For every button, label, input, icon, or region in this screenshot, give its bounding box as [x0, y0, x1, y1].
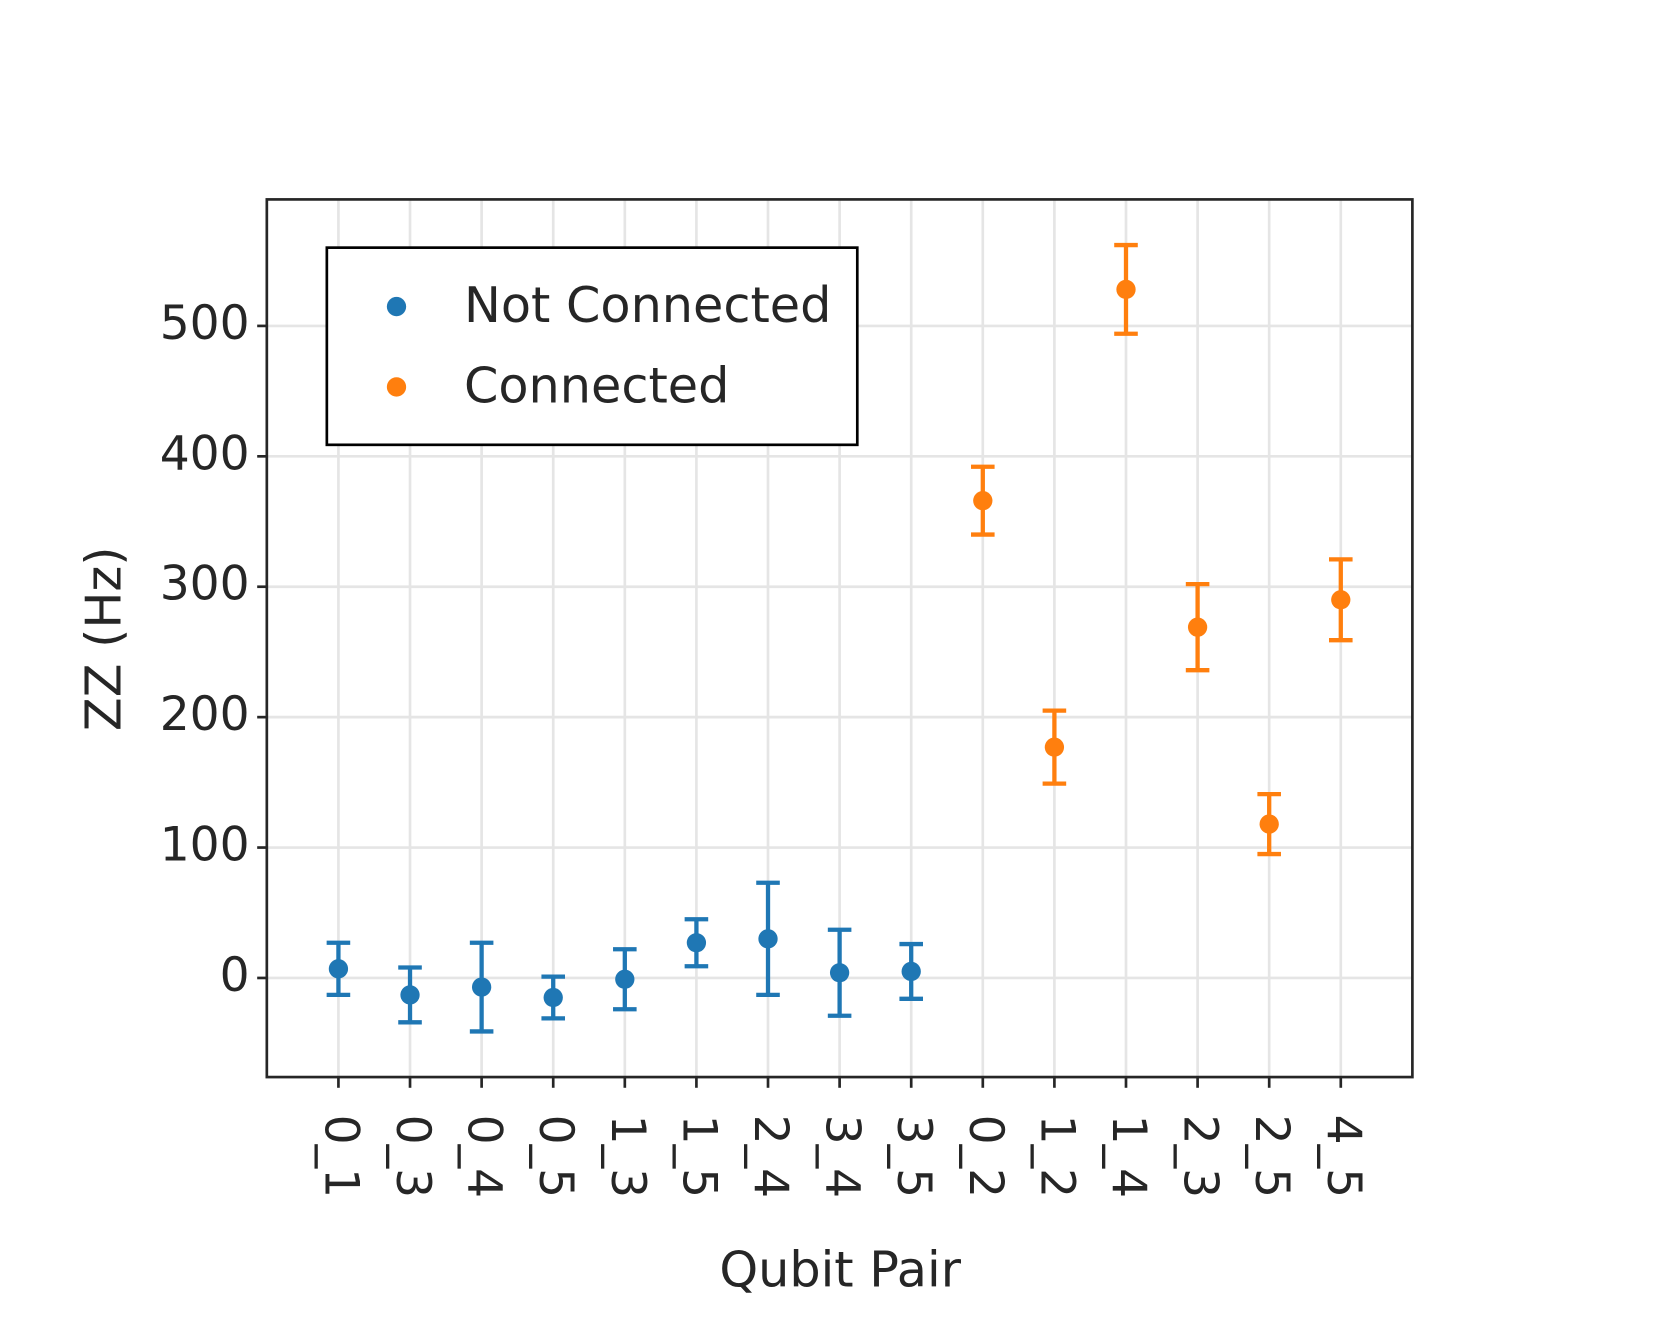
error-bar-group [541, 974, 566, 1021]
error-bar-group [899, 941, 923, 1001]
data-point [400, 985, 420, 1005]
error-bar-group [613, 947, 637, 1012]
error-bar-group [1257, 791, 1281, 857]
legend: Not Connected Connected [325, 246, 859, 447]
y-tick-label: 0 [220, 948, 250, 1003]
legend-box [325, 246, 859, 447]
x-tick-label: 2_3 [1173, 1115, 1228, 1199]
error-bar-group [1329, 557, 1353, 643]
error-bar-group [1114, 242, 1138, 336]
data-point [686, 933, 707, 953]
x-tick-label: 1_4 [1101, 1115, 1156, 1199]
x-tick-label: 1_2 [1029, 1115, 1084, 1199]
data-point [471, 977, 492, 997]
data-point [543, 987, 563, 1008]
legend-label: Not Connected [464, 276, 831, 334]
y-tick-label: 300 [160, 557, 250, 612]
data-point [1259, 814, 1279, 834]
data-point [758, 929, 778, 949]
x-tick-label: 0_5 [528, 1115, 583, 1199]
data-point [1331, 590, 1351, 610]
legend-label: Connected [464, 357, 729, 415]
data-point [829, 963, 850, 983]
x-tick-label: 0_2 [958, 1115, 1013, 1199]
x-tick-label: 3_4 [815, 1115, 870, 1199]
x-tick-label: 1_3 [600, 1115, 655, 1199]
error-bar-group [1185, 581, 1210, 673]
data-point [1044, 737, 1065, 757]
y-axis-label: ZZ (Hz) [75, 546, 133, 731]
y-tick-label: 400 [160, 426, 250, 481]
error-bar-group [971, 464, 995, 537]
error-bar-group [827, 927, 852, 1018]
x-tick-label: 2_4 [743, 1115, 798, 1199]
legend-marker [386, 296, 407, 317]
y-tick-label: 100 [160, 818, 250, 873]
x-tick-label: 0_1 [313, 1115, 368, 1199]
x-axis-label: Qubit Pair [719, 1241, 961, 1299]
data-point [973, 491, 993, 511]
y-tick-label: 500 [160, 296, 250, 351]
error-bar-group [469, 940, 494, 1034]
error-bar-group [326, 940, 351, 998]
x-tick-label: 4_5 [1316, 1115, 1371, 1199]
x-tick-label: 0_4 [457, 1115, 512, 1199]
y-tick-label: 200 [160, 687, 250, 742]
x-tick-label: 0_3 [385, 1115, 440, 1199]
error-bar-group [756, 880, 780, 998]
x-tick-label: 2_5 [1244, 1115, 1299, 1199]
data-point [328, 959, 349, 979]
x-tick-label: 1_5 [671, 1115, 726, 1199]
error-bar-group [1042, 708, 1067, 786]
legend-marker [386, 377, 407, 397]
data-point [1116, 279, 1136, 300]
data-point [901, 961, 921, 982]
data-point [615, 969, 635, 989]
data-point [1187, 617, 1208, 637]
marks [326, 242, 1353, 1034]
x-tick-label: 3_5 [886, 1115, 941, 1199]
error-bar-group [684, 917, 709, 969]
error-bar-group [398, 965, 422, 1025]
plot-frame [265, 198, 1414, 1079]
